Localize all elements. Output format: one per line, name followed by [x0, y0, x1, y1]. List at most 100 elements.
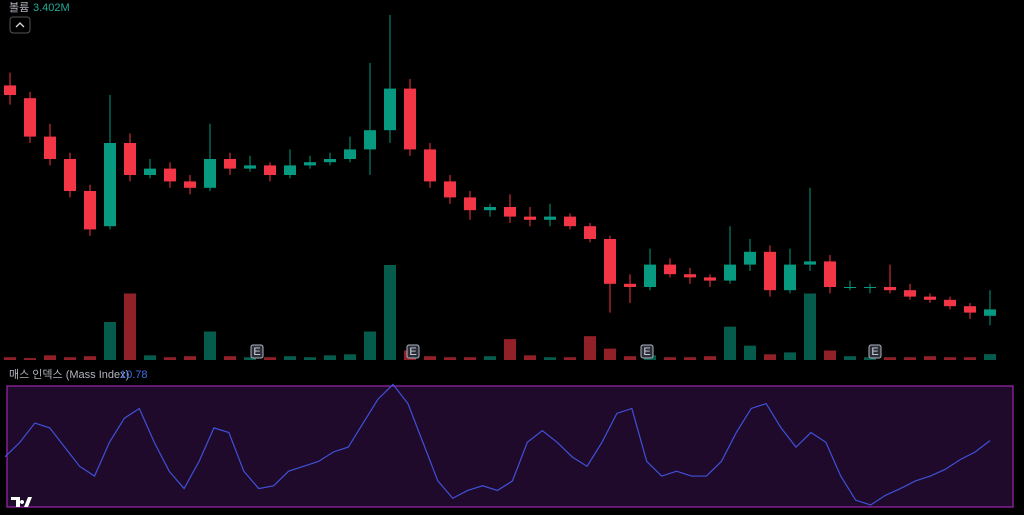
volume-bar	[684, 357, 696, 360]
candle-body	[244, 165, 256, 169]
candle-body	[64, 159, 76, 191]
candle-body	[744, 251, 756, 265]
candle-body	[864, 287, 876, 288]
volume-bar	[184, 356, 196, 360]
candle-body	[144, 168, 156, 175]
earnings-marker: E	[409, 346, 416, 358]
candle-body	[624, 283, 636, 287]
volume-bar	[124, 293, 136, 360]
volume-bar	[804, 293, 816, 360]
candle-body	[684, 274, 696, 278]
collapse-button[interactable]	[9, 16, 31, 34]
volume-bar	[4, 357, 16, 360]
candle-body	[324, 159, 336, 163]
candle-body	[824, 261, 836, 287]
candle-body	[644, 264, 656, 287]
collapse-icon	[15, 22, 25, 28]
candle-body	[204, 159, 216, 188]
volume-title: 볼륨	[9, 1, 29, 14]
mass-index-line	[4, 383, 991, 506]
volume-bar	[704, 356, 716, 360]
candle-body	[164, 168, 176, 182]
candle-body	[84, 191, 96, 230]
candle-body	[304, 162, 316, 166]
volume-bar	[424, 356, 436, 360]
volume-bar	[584, 336, 596, 360]
volume-bar	[304, 357, 316, 360]
volume-bar	[524, 355, 536, 360]
volume-bar	[364, 331, 376, 360]
volume-bar	[964, 357, 976, 360]
candle-body	[284, 165, 296, 175]
volume-value: 3.402M	[33, 2, 70, 14]
indicator-value: 10.78	[120, 369, 148, 381]
candle-body	[844, 287, 856, 288]
volume-bar	[324, 355, 336, 360]
candle-body	[804, 261, 816, 265]
indicator-band	[6, 385, 1014, 508]
volume-bar	[724, 326, 736, 360]
candle-body	[724, 264, 736, 281]
logo	[11, 497, 32, 507]
indicator-title: 매스 인덱스 (Mass Index)	[9, 368, 129, 381]
candle-body	[664, 264, 676, 275]
volume-bar	[464, 357, 476, 360]
volume-bar	[204, 331, 216, 360]
candle-body	[124, 143, 136, 175]
volume-bar	[884, 357, 896, 360]
candle-body	[344, 149, 356, 159]
candle-body	[764, 251, 776, 291]
volume-bar	[84, 356, 96, 360]
candle-body	[44, 136, 56, 159]
candle-body	[704, 277, 716, 281]
candle-body	[524, 216, 536, 220]
volume-bar	[144, 355, 156, 360]
candle-body	[264, 165, 276, 175]
volume-bar	[244, 357, 256, 360]
candle-body	[604, 239, 616, 284]
volume-bar	[344, 354, 356, 360]
volume-bar	[624, 356, 636, 360]
earnings-box	[868, 344, 882, 359]
candle-body	[584, 226, 596, 239]
earnings-box	[406, 344, 420, 359]
candle-body	[184, 181, 196, 188]
earnings-marker: E	[871, 346, 878, 358]
volume-bar	[604, 348, 616, 360]
volume-bar	[664, 357, 676, 360]
volume-bar	[24, 358, 36, 360]
volume-bar	[284, 356, 296, 360]
candle-body	[484, 207, 496, 211]
volume-bar	[984, 354, 996, 360]
candle-body	[464, 197, 476, 211]
volume-bar	[924, 356, 936, 360]
earnings-marker: E	[643, 346, 650, 358]
volume-bar	[104, 322, 116, 360]
candle-body	[24, 98, 36, 137]
volume-bar	[904, 357, 916, 360]
volume-bar	[944, 357, 956, 360]
candle-body	[984, 309, 996, 316]
candle-body	[784, 264, 796, 291]
volume-bar	[64, 357, 76, 360]
candle-body	[924, 296, 936, 300]
volume-bar	[264, 357, 276, 360]
candle-body	[884, 287, 896, 291]
volume-bar	[164, 357, 176, 360]
candle-body	[364, 130, 376, 150]
volume-bar	[744, 345, 756, 360]
candle-body	[564, 216, 576, 227]
volume-bar	[484, 356, 496, 360]
candle-body	[504, 207, 516, 217]
candle-body	[964, 306, 976, 313]
volume-bar	[824, 350, 836, 360]
volume-bar	[224, 356, 236, 360]
volume-bar	[564, 357, 576, 360]
volume-bar	[504, 339, 516, 360]
candle-body	[944, 299, 956, 307]
volume-bar	[784, 352, 796, 360]
volume-bar	[844, 356, 856, 360]
candle-body	[224, 159, 236, 169]
candle-body	[904, 290, 916, 297]
